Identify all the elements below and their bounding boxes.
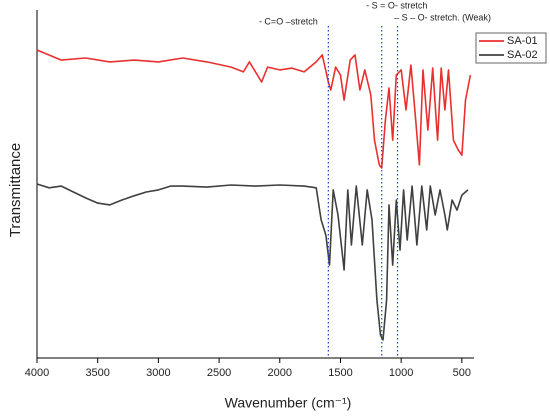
y-axis-label: Transmittance [7,143,24,237]
series-line [36,183,469,341]
x-tick-label: 3500 [85,367,109,379]
annotation-text: – S – O- stretch. (Weak) [394,12,491,22]
annotation-text: - S = O- stretch [366,0,427,10]
legend-box [475,32,547,64]
x-tick-label: 4000 [25,367,49,379]
x-tick-label: 500 [453,367,471,379]
x-axis-label: Wavenumber (cm⁻¹) [225,395,352,411]
legend-label: SA-01 [507,35,538,47]
series-line [36,49,472,169]
x-tick-label: 1500 [328,367,352,379]
annotation-text: - C=O –stretch [259,16,318,26]
x-tick-label: 1000 [389,367,413,379]
x-tick-label: 3000 [146,367,170,379]
x-tick-label: 2500 [207,367,231,379]
x-tick-label: 2000 [268,367,292,379]
legend-label: SA-02 [507,49,538,61]
